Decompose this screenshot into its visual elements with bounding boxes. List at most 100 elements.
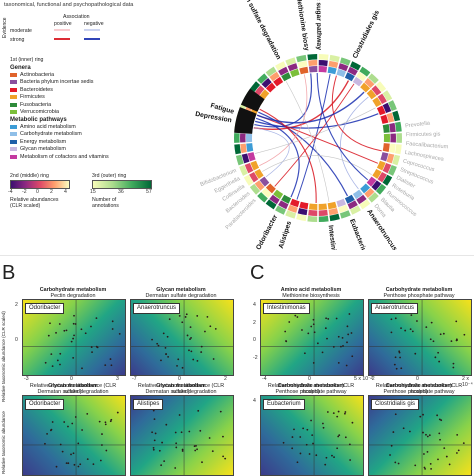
scatter-point	[434, 356, 437, 359]
middle-ring-segment	[308, 209, 318, 216]
scatter-point	[181, 450, 184, 452]
scatter-genus-label: Clostridialis gis	[371, 399, 420, 410]
outer-ring-segment	[285, 210, 297, 219]
genus-item: Verrucomicrobia	[10, 109, 59, 115]
inner-ring-segment	[366, 89, 377, 100]
inner-ring-segment	[259, 89, 270, 100]
scatter-point	[315, 454, 318, 457]
scatter-point	[158, 449, 161, 452]
scatter-point	[196, 315, 199, 317]
middle-ring-segment	[389, 122, 396, 133]
association-chord	[253, 127, 290, 178]
genus-radial-label: Firmicutes gis	[406, 132, 441, 139]
scatter-point	[452, 362, 455, 365]
outer-ring-segment	[275, 61, 287, 71]
inner-ring-segment	[308, 66, 318, 73]
scatter-point	[291, 436, 294, 438]
inner-ring-segment	[289, 68, 300, 78]
association-chord	[254, 73, 313, 128]
feature-radial-label: GlcNAc sugar pathway	[315, 0, 323, 50]
ring2-tick: 4	[64, 189, 67, 195]
scatter-genus-label: Intestinimonas	[263, 303, 310, 314]
scatter-title: Glycan metabolism Dermatan sulfate degrad…	[22, 383, 124, 396]
association-col-positive: positive	[54, 21, 72, 27]
outer-ring-segment	[257, 192, 268, 203]
scatter-title: Amino acid metabolism Methionine biosynth…	[260, 287, 362, 300]
middle-ring-segment	[377, 171, 387, 183]
scatter-point	[192, 358, 195, 361]
scatter-point	[152, 409, 155, 412]
scatter-point	[166, 335, 169, 338]
scatter-x-tick: 0	[308, 376, 311, 382]
scatter-y-tick: -2	[253, 354, 258, 361]
scatter-point	[51, 421, 54, 423]
middle-ring-segment	[389, 143, 396, 154]
scatter-point	[457, 449, 460, 452]
scatter-pathway-name: Pectin degradation	[50, 293, 96, 300]
scatter-point	[456, 433, 459, 436]
outer-ring-segment	[368, 73, 379, 84]
middle-ring-segment	[364, 188, 375, 199]
scatter-point	[448, 463, 451, 466]
circos-feature-labels: Dermatan sulfate degradation Methionine b…	[195, 0, 399, 250]
scatter-point	[425, 433, 427, 436]
scatter-point	[411, 330, 414, 333]
scatter-point	[180, 431, 183, 434]
scatter-point	[157, 344, 160, 347]
scatter-point	[80, 328, 83, 331]
inner-ring-segment	[382, 143, 390, 152]
ring2-caption-1: Relative abundances	[10, 197, 59, 203]
feature-radial-label: Methionine biosy	[295, 0, 310, 51]
scatter-point	[402, 427, 405, 430]
scatter-point	[312, 362, 315, 364]
scatter-point	[389, 454, 391, 456]
scatter-point	[455, 320, 458, 323]
scatter-title: Carbohydrate metabolism Penthose phosphat…	[260, 383, 362, 396]
inner-ring-segment	[383, 133, 390, 143]
scatter-pathway-name: Dermatan sulfate degradation	[145, 389, 217, 396]
ring3-caption-2: annotations	[92, 203, 119, 209]
scatter-point	[439, 438, 441, 441]
ring2-caption-2: (CLR scaled)	[10, 203, 41, 209]
scatter-x-tick: -2	[370, 376, 375, 382]
scatter-point	[344, 411, 347, 413]
scatter-point	[438, 360, 441, 363]
scatter-point	[110, 418, 113, 421]
scatter-point	[325, 456, 328, 459]
scatter-point	[351, 421, 354, 424]
scatter-point	[310, 325, 313, 328]
scatter-point	[337, 362, 340, 364]
scatter-point	[86, 413, 89, 415]
scatter-point	[426, 435, 429, 438]
middle-ring-segment	[382, 162, 392, 174]
scatter-point	[346, 341, 348, 344]
ring2-tick: -2	[22, 189, 27, 195]
scatter-point	[326, 411, 329, 413]
scatter-point	[84, 332, 87, 335]
genus-label: Bacteroidetes	[20, 86, 53, 93]
middle-ring-segment	[347, 66, 358, 76]
inner-ring-segment	[360, 82, 371, 93]
genus-label: Firmicutes	[20, 94, 45, 101]
scatter-point	[338, 434, 341, 437]
scatter-point	[164, 346, 167, 349]
scatter-plot-area: Anaerotruncus	[130, 299, 234, 376]
scatter-point	[429, 338, 432, 341]
scatter-point	[154, 432, 157, 435]
outer-ring-segment	[375, 81, 387, 93]
scatter-point	[101, 444, 103, 446]
scatter-title: Carbohydrate metabolism Penthose phosphat…	[368, 383, 470, 396]
outer-ring-segment	[388, 100, 397, 111]
scatter-point	[394, 461, 397, 464]
association-line-swatches	[54, 29, 100, 40]
scatter-point	[153, 418, 156, 421]
inner-ring-segment	[308, 203, 318, 210]
inner-ring-segment	[327, 201, 337, 210]
scatter-point	[456, 452, 458, 454]
scatter-point	[450, 340, 453, 343]
middle-ring-segment	[269, 194, 280, 205]
scatter-x-label: Relative metabolic abundance (CLR scaled…	[375, 383, 463, 395]
association-col-negative: negative	[84, 21, 104, 27]
scatter-point	[72, 452, 75, 455]
scatter-genus-label: Eubacterium	[263, 399, 305, 410]
